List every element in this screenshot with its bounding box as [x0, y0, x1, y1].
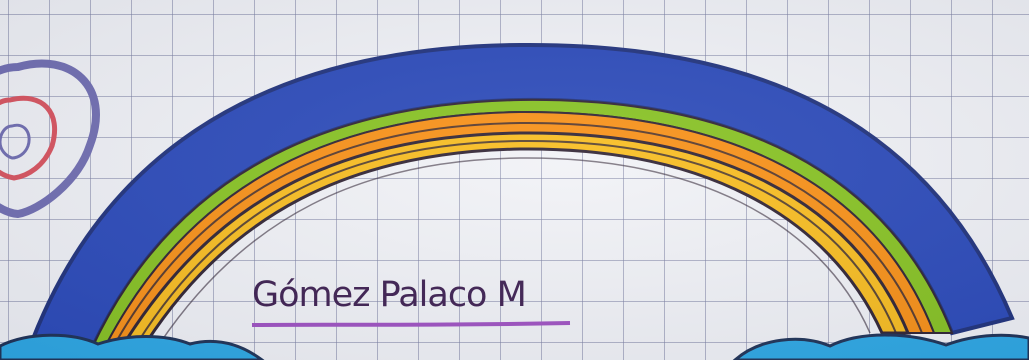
signature-text: Gómez Palaco M — [252, 275, 527, 315]
rainbow-arcs — [25, 42, 1015, 355]
right-cloud-icon — [732, 333, 1029, 360]
clouds — [0, 333, 1029, 360]
rainbow-yellow-band — [122, 131, 911, 345]
signature-underline — [251, 321, 571, 327]
heart-sticker-icon — [0, 59, 100, 219]
left-cloud-icon — [0, 333, 265, 360]
